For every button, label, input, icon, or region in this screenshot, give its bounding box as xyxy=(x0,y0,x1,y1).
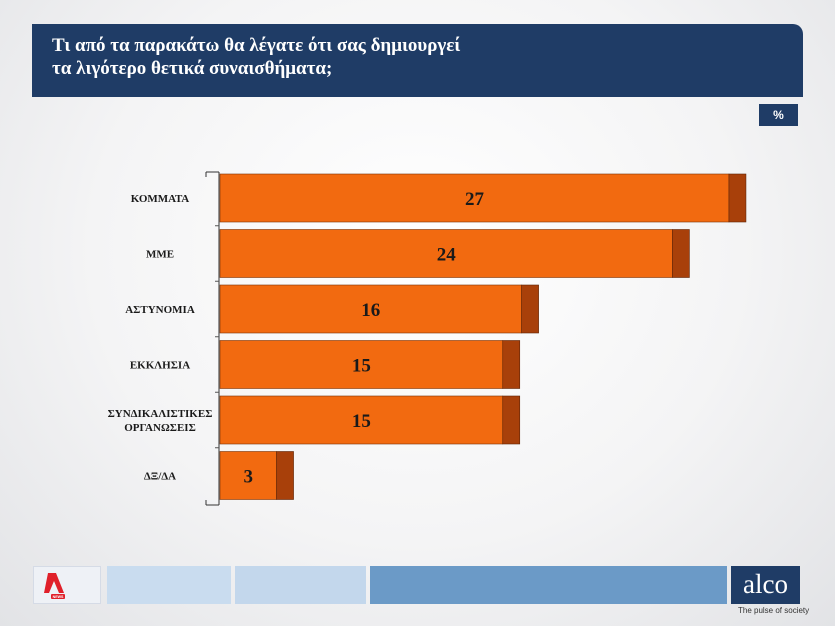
footer-strip-3 xyxy=(370,566,727,604)
percent-unit-badge: % xyxy=(759,104,798,126)
category-label-2: ΑΣΤΥΝΟΜΙΑ xyxy=(125,304,195,316)
category-label-1: ΜΜΕ xyxy=(146,249,174,261)
bar-3 xyxy=(219,340,504,389)
bar-side-5 xyxy=(276,451,294,500)
chart-axis xyxy=(205,171,220,506)
alpha-logo-icon: NEWS xyxy=(44,573,65,599)
value-label-1: 24 xyxy=(437,245,457,266)
value-label-2: 16 xyxy=(361,300,380,321)
bar-side-0 xyxy=(728,173,747,223)
footer-strip-1 xyxy=(107,566,231,604)
alco-tagline: The pulse of society xyxy=(738,606,810,615)
chart-bars xyxy=(219,173,747,500)
value-label-0: 27 xyxy=(465,189,485,210)
bar-side-3 xyxy=(502,340,521,389)
bar-4 xyxy=(219,395,504,445)
value-label-4: 15 xyxy=(352,411,371,432)
alpha-news-logo: NEWS xyxy=(33,566,101,604)
bar-side-4 xyxy=(502,395,521,445)
title-line-1: Τι από τα παρακάτω θα λέγατε ότι σας δημ… xyxy=(52,35,461,56)
news-badge-text: NEWS xyxy=(53,595,64,599)
category-label-4-0: ΣΥΝΔΙΚΑΛΙΣΤΙΚΕΣ xyxy=(108,408,213,420)
value-label-3: 15 xyxy=(352,356,371,377)
chart-labels: 27 ΚΟΜΜΑΤΑ 24 ΜΜΕ 16 ΑΣΤΥΝΟΜΙΑ 15 ΕΚΚΛΗΣΙΑ 15 ΣΥΝ… xyxy=(108,189,485,488)
title-line-2: τα λιγότερο θετικά συναισθήματα; xyxy=(52,58,333,79)
category-label-5: ΔΞ/ΔΑ xyxy=(144,471,176,483)
value-label-5: 3 xyxy=(244,467,254,488)
bar-side-2 xyxy=(521,284,539,334)
bar-side-1 xyxy=(672,229,690,278)
bar-5 xyxy=(219,451,277,500)
chart-title: Τι από τα παρακάτω θα λέγατε ότι σας δημ… xyxy=(52,34,752,80)
footer-strip-2 xyxy=(235,566,366,604)
bar-1 xyxy=(219,229,673,278)
alco-logo: alco xyxy=(731,566,800,604)
category-label-0: ΚΟΜΜΑΤΑ xyxy=(131,193,190,205)
category-label-3: ΕΚΚΛΗΣΙΑ xyxy=(130,360,190,372)
title-bar: Τι από τα παρακάτω θα λέγατε ότι σας δημ… xyxy=(32,24,803,97)
category-label-4-1: ΟΡΓΑΝΩΣΕΙΣ xyxy=(124,422,196,434)
